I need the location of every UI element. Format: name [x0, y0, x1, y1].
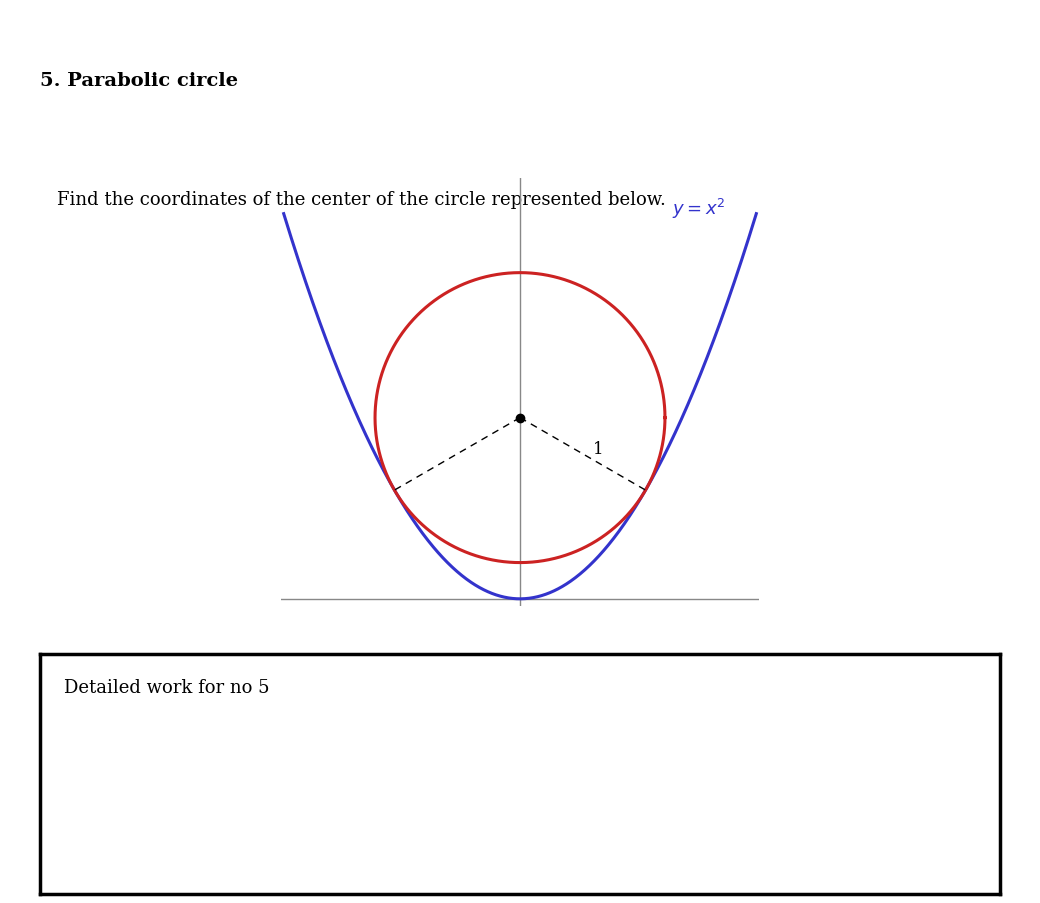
Text: $y = x^2$: $y = x^2$ — [672, 197, 726, 220]
Text: Detailed work for no 5: Detailed work for no 5 — [63, 679, 269, 696]
Text: 1: 1 — [593, 440, 603, 457]
Text: Find the coordinates of the center of the circle represented below.: Find the coordinates of the center of th… — [57, 191, 666, 209]
Text: 5. Parabolic circle: 5. Parabolic circle — [40, 71, 237, 89]
